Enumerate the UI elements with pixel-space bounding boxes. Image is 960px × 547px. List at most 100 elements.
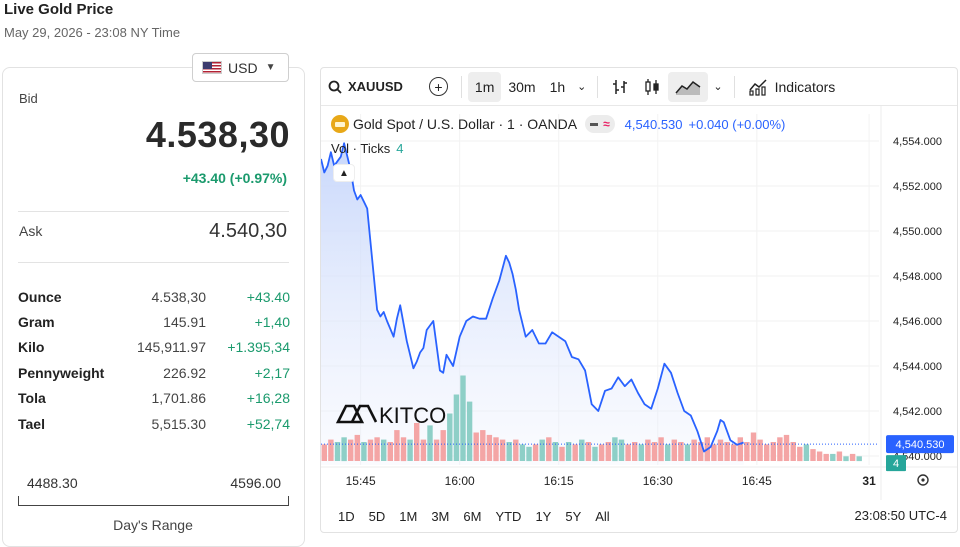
volume-bar	[486, 434, 493, 461]
unit-change: +2,17	[254, 364, 290, 381]
currency-select[interactable]: USD ▼	[192, 53, 289, 82]
volume-bar	[499, 439, 506, 461]
volume-bar	[506, 442, 512, 461]
interval-1h[interactable]: 1h	[549, 78, 566, 95]
volume-bar	[830, 453, 836, 461]
y-tick-label: 4,546.000	[893, 316, 942, 328]
interval-dropdown[interactable]: ⌄	[572, 72, 591, 102]
kitco-wordmark: KITCO	[379, 403, 446, 428]
volume-bar	[585, 442, 592, 461]
unit-change: +52,74	[246, 415, 290, 432]
price-card	[2, 67, 305, 547]
indicators-button[interactable]: Indicators	[741, 72, 843, 102]
volume-bar	[816, 451, 823, 461]
volume-bar	[651, 442, 658, 461]
volume-bar	[341, 437, 347, 462]
volume-bar	[539, 439, 545, 461]
volume-bar	[559, 446, 565, 462]
volume-bar	[612, 437, 618, 462]
interval-30m[interactable]: 30m	[508, 78, 536, 95]
volume-bar	[427, 425, 433, 461]
volume-bar	[592, 446, 598, 462]
volume-bar	[849, 453, 856, 461]
volume-bar	[750, 432, 757, 461]
chart-widget: XAUUSD + 1m 30m 1h ⌄ ⌄ Indicators 4,554.	[320, 67, 958, 533]
volume-bar	[440, 430, 446, 461]
y-tick-label: 4,550.000	[893, 226, 942, 238]
range-6m[interactable]: 6M	[463, 508, 482, 524]
volume-bar	[803, 444, 810, 461]
range-1d[interactable]: 1D	[338, 508, 355, 524]
range-all[interactable]: All	[595, 508, 610, 524]
page-timestamp: May 29, 2026 - 23:08 NY Time	[4, 25, 181, 40]
volume-label: 4	[893, 458, 899, 470]
volume-bar	[433, 439, 440, 461]
volume-bar	[453, 394, 460, 461]
volume-bar	[658, 437, 664, 462]
volume-bar	[466, 401, 473, 461]
range-5y[interactable]: 5Y	[565, 508, 582, 524]
range-5d[interactable]: 5D	[368, 508, 386, 524]
unit-price: 1,701.86	[151, 390, 207, 407]
volume-legend: Vol · Ticks 4	[331, 141, 403, 156]
chevron-down-icon: ▼	[265, 62, 276, 73]
toolbar-divider	[733, 75, 735, 98]
volume-bar	[797, 446, 803, 462]
legend-visibility-toggle[interactable]: ≈	[585, 115, 615, 133]
range-1y[interactable]: 1Y	[535, 508, 552, 524]
days-range-bar	[18, 496, 289, 506]
gold-bar-icon	[331, 115, 349, 133]
symbol-search[interactable]: XAUUSD	[321, 72, 410, 102]
unit-name: Tael	[18, 415, 45, 432]
unit-row: Tola 1,701.86 +16,28	[18, 386, 290, 411]
range-3m[interactable]: 3M	[431, 508, 450, 524]
bars-style-button[interactable]	[604, 72, 636, 102]
x-tick-label: 16:00	[445, 474, 475, 488]
volume-bar	[625, 444, 631, 461]
area-chart-icon	[675, 80, 701, 95]
minus-icon	[590, 122, 599, 126]
chart-clock[interactable]: 23:08:50 UTC-4	[854, 508, 948, 523]
unit-row: Pennyweight 226.92 +2,17	[18, 360, 290, 385]
chart-type-dropdown[interactable]: ⌄	[708, 72, 727, 102]
last-price-label: 4,540.530	[896, 439, 945, 451]
unit-change: +43.40	[246, 288, 290, 305]
candles-style-button[interactable]	[636, 72, 668, 102]
volume-bar	[638, 444, 644, 461]
volume-bar	[473, 432, 479, 461]
range-1m[interactable]: 1M	[399, 508, 418, 524]
page-title: Live Gold Price	[4, 1, 114, 18]
y-tick-label: 4,542.000	[893, 406, 942, 418]
volume-bar	[777, 437, 783, 462]
volume-bar	[665, 444, 671, 461]
days-range-low: 4488.30	[27, 475, 78, 491]
collapse-legend-button[interactable]: ▲	[333, 164, 355, 182]
volume-bar	[572, 444, 578, 461]
volume-bar	[519, 444, 526, 461]
compare-button[interactable]: +	[422, 72, 455, 102]
x-tick-label: 16:30	[643, 474, 673, 488]
unit-name: Pennyweight	[18, 364, 105, 381]
unit-name: Ounce	[18, 288, 62, 305]
range-ytd[interactable]: YTD	[495, 508, 522, 524]
area-style-button[interactable]	[668, 71, 709, 102]
volume-bar	[645, 439, 651, 461]
price-area	[321, 143, 744, 466]
indicators-icon	[749, 78, 767, 96]
y-tick-label: 4,552.000	[893, 181, 942, 193]
volume-bar	[565, 442, 572, 461]
interval-1m[interactable]: 1m	[467, 71, 502, 102]
bars-icon	[613, 79, 628, 94]
range-bar: 1D 5D 1M 3M 6M YTD 1Y 5Y All 23:08:50 UT…	[321, 500, 957, 532]
x-tick-label: 15:45	[346, 474, 376, 488]
days-range-high: 4596.00	[230, 475, 281, 491]
volume-bar	[552, 442, 559, 461]
unit-row: Tael 5,515.30 +52,74	[18, 411, 290, 436]
volume-bar	[671, 439, 677, 461]
volume-bar	[447, 413, 453, 461]
volume-bar	[684, 444, 691, 461]
indicators-label: Indicators	[774, 78, 836, 95]
y-tick-label: 4,554.000	[893, 136, 942, 148]
volume-bar	[480, 430, 486, 461]
price-chart[interactable]: 4,554.000 4,552.000 4,550.000 4,548.000 4,54…	[321, 106, 957, 500]
